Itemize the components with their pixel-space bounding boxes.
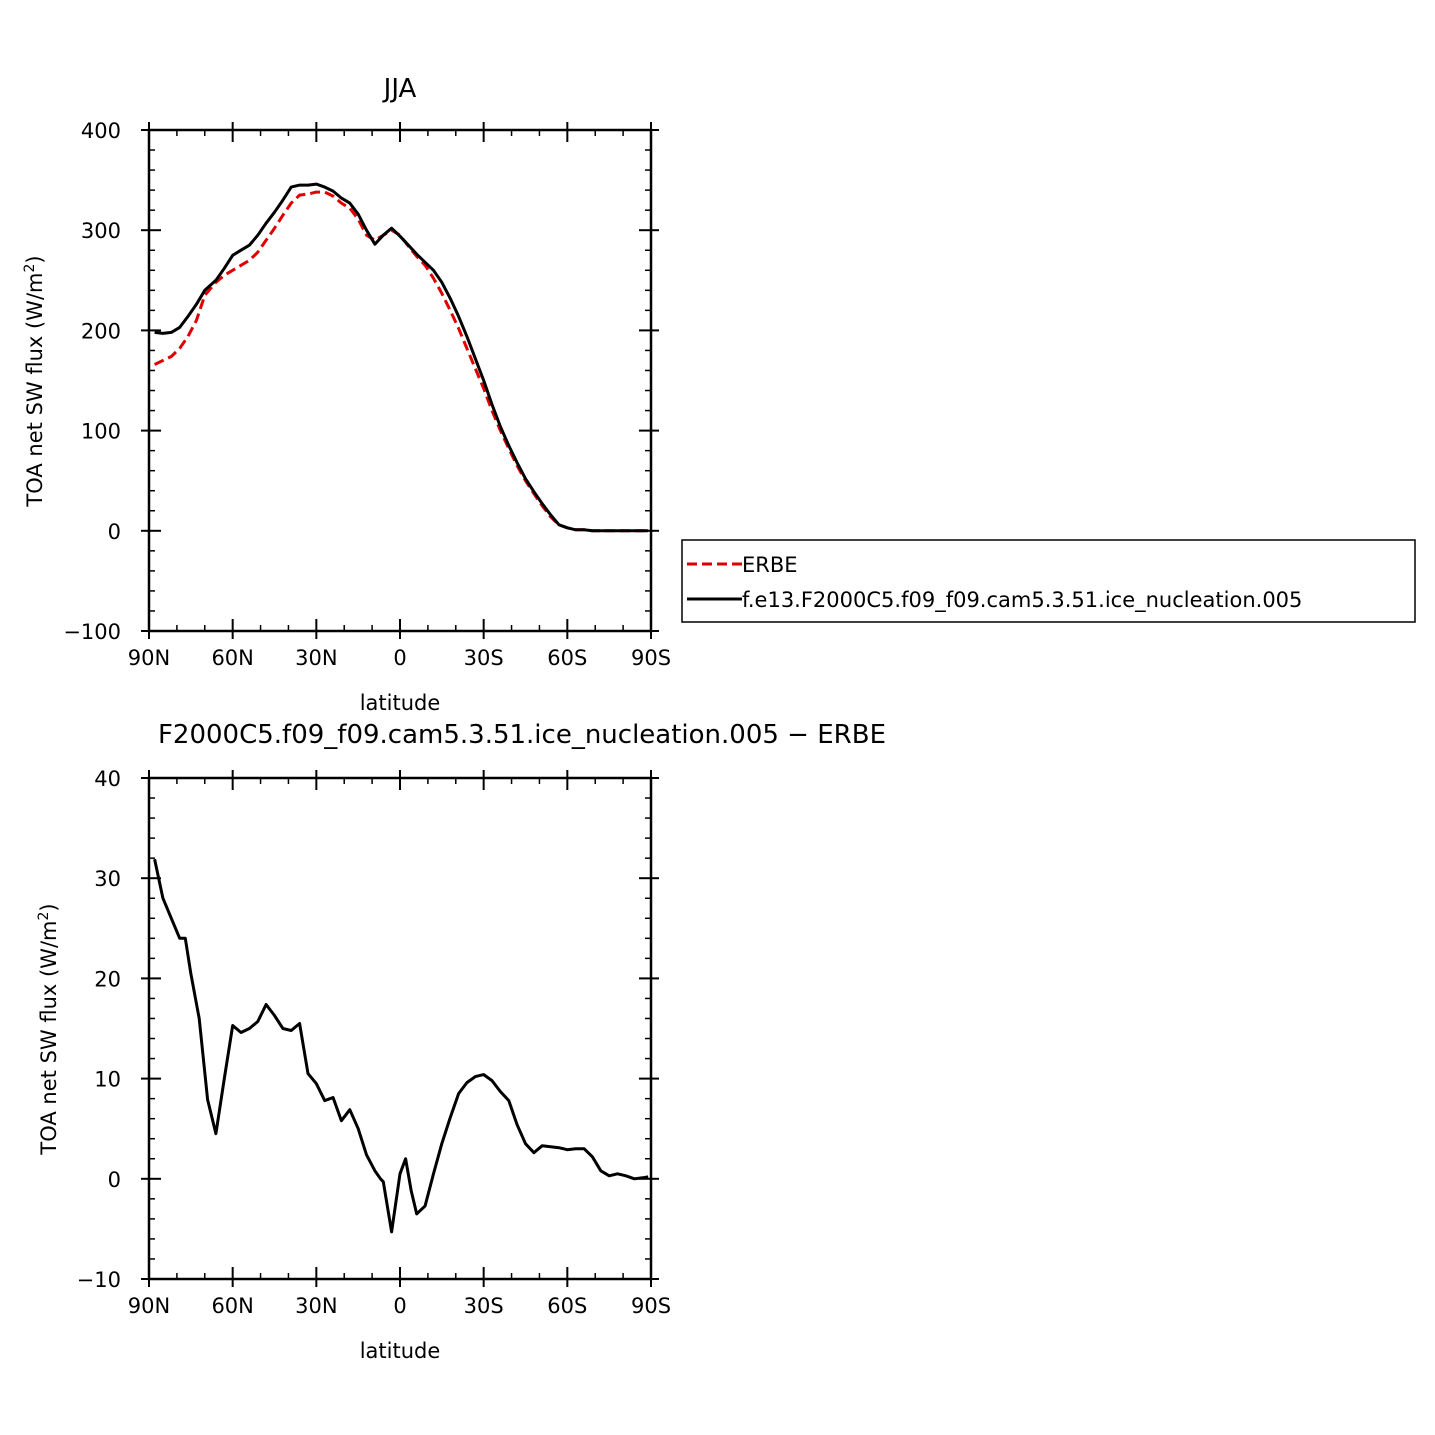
x-tick-label: 30S bbox=[464, 646, 504, 670]
x-tick-label: 30S bbox=[464, 1294, 504, 1318]
legend-box bbox=[681, 539, 1416, 623]
series-line-erbe bbox=[153, 190, 649, 533]
legend-label-model: f.e13.F2000C5.f09_f09.cam5.3.51.ice_nucl… bbox=[742, 588, 1302, 613]
series-lines bbox=[153, 858, 649, 1234]
chart-title: JJA bbox=[382, 74, 417, 104]
y-axis-label: TOA net SW flux (W/m2) bbox=[22, 255, 47, 507]
x-axis-label: latitude bbox=[360, 1339, 441, 1363]
series-line-model bbox=[153, 858, 649, 1234]
chart-title: F2000C5.f09_f09.cam5.3.51.ice_nucleation… bbox=[158, 720, 886, 750]
y-tick-label: 300 bbox=[81, 219, 121, 243]
y-tick-label: 400 bbox=[81, 119, 121, 143]
x-tick-label: 0 bbox=[393, 1294, 406, 1318]
x-tick-label: 90S bbox=[631, 1294, 671, 1318]
y-tick-label: 40 bbox=[94, 767, 121, 791]
chart-panel-top: JJA 90N 60N 30N 0 30S 60S 90S −100 0 100 200 300 400… bbox=[22, 74, 671, 715]
y-tick-label: 30 bbox=[94, 867, 121, 891]
y-axis-label: TOA net SW flux (W/m2) bbox=[36, 903, 61, 1155]
y-tick-label: 20 bbox=[94, 967, 121, 991]
y-tick-label: −10 bbox=[77, 1268, 121, 1292]
x-axis-label: latitude bbox=[360, 691, 441, 715]
x-tick-label: 90N bbox=[128, 646, 170, 670]
plot-frame bbox=[147, 128, 653, 633]
axis-ticks: 90N 60N 30N 0 30S 60S 90S −100 0 100 200 300 400 bbox=[63, 119, 671, 670]
x-tick-label: 60N bbox=[211, 1294, 253, 1318]
x-tick-label: 60S bbox=[547, 646, 587, 670]
x-tick-label: 30N bbox=[295, 646, 337, 670]
legend-label-erbe: ERBE bbox=[742, 553, 798, 577]
y-tick-label: −100 bbox=[63, 620, 121, 644]
x-tick-label: 0 bbox=[393, 646, 406, 670]
plot-frame bbox=[147, 776, 653, 1281]
y-tick-label: 10 bbox=[94, 1068, 121, 1092]
y-tick-label: 200 bbox=[81, 319, 121, 343]
series-line-model bbox=[154, 182, 649, 533]
axis-ticks: 90N 60N 30N 0 30S 60S 90S −10 0 10 20 30 40 bbox=[77, 767, 671, 1318]
y-tick-label: 100 bbox=[81, 420, 121, 444]
x-tick-label: 30N bbox=[295, 1294, 337, 1318]
x-tick-label: 90N bbox=[128, 1294, 170, 1318]
y-tick-label: 0 bbox=[108, 520, 121, 544]
y-tick-label: 0 bbox=[108, 1168, 121, 1192]
chart-panel-bottom: F2000C5.f09_f09.cam5.3.51.ice_nucleation… bbox=[36, 720, 886, 1363]
series-lines bbox=[153, 182, 649, 533]
chart-legend: ERBE f.e13.F2000C5.f09_f09.cam5.3.51.ice… bbox=[681, 539, 1416, 623]
x-tick-label: 90S bbox=[631, 646, 671, 670]
x-tick-label: 60S bbox=[547, 1294, 587, 1318]
x-tick-label: 60N bbox=[211, 646, 253, 670]
